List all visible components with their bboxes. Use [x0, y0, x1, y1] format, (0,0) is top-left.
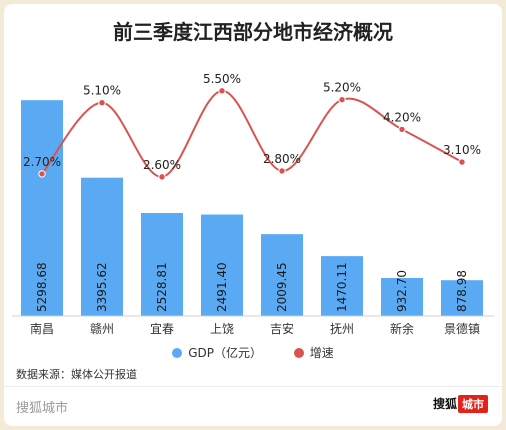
x-tick-label: 宜春	[150, 321, 174, 336]
sohu-logo: 搜狐 城市	[433, 395, 488, 413]
x-tick-label: 吉安	[270, 321, 294, 336]
growth-value-label: 2.80%	[263, 152, 301, 166]
x-tick-label: 抚州	[330, 322, 354, 336]
legend-dot-growth	[293, 348, 304, 358]
chart-legend: GDP（亿元） 增速	[4, 344, 502, 361]
growth-point	[338, 96, 346, 104]
logo-text: 搜狐	[432, 397, 457, 411]
bar	[261, 234, 303, 316]
growth-point	[218, 87, 226, 95]
bar-value-label: 932.70	[395, 270, 409, 312]
legend-item-gdp: GDP（亿元）	[172, 344, 262, 361]
bar	[21, 100, 63, 316]
footer-brand: 搜狐城市	[16, 401, 69, 416]
bar-value-label: 2009.45	[275, 262, 289, 312]
growth-point	[38, 170, 46, 178]
growth-point	[278, 167, 286, 175]
logo-badge: 城市	[458, 395, 488, 413]
chart-title: 前三季度江西部分地市经济概况	[113, 20, 393, 44]
data-source-note: 数据来源：媒体公开报道	[16, 368, 137, 381]
bar-value-label: 3395.62	[95, 262, 109, 312]
bar	[321, 256, 363, 316]
bar-value-label: 2528.81	[155, 262, 169, 312]
x-tick-label: 赣州	[90, 322, 114, 336]
x-tick-label: 上饶	[210, 322, 234, 336]
x-tick-label: 景德镇	[444, 321, 480, 336]
chart-plot: 5298.68 3395.62 2528.81 2491.40 2009.45 1470.…	[12, 72, 494, 336]
growth-value-label: 2.70%	[23, 155, 61, 169]
bar-value-label: 5298.68	[35, 262, 49, 312]
bar-value-label: 878.98	[455, 270, 469, 312]
bar-value-label: 2491.40	[215, 262, 229, 312]
x-tick-label: 南昌	[30, 321, 54, 336]
growth-line	[41, 89, 463, 178]
bar	[201, 214, 243, 316]
bar	[441, 280, 483, 316]
x-tick-label: 新余	[390, 321, 414, 336]
growth-value-label: 5.20%	[323, 81, 361, 95]
chart-card: 前三季度江西部分地市经济概况 5298.68 3395.62 2528.81 2491…	[4, 4, 502, 426]
bar	[381, 278, 423, 316]
footer-divider	[4, 386, 502, 387]
legend-label-growth: 增速	[309, 346, 334, 360]
legend-dot-gdp	[172, 348, 183, 358]
growth-point	[398, 125, 406, 134]
bar	[81, 177, 123, 316]
growth-point	[458, 158, 466, 166]
growth-value-label: 5.10%	[83, 84, 121, 98]
growth-point	[98, 99, 106, 107]
growth-value-label: 2.60%	[143, 158, 181, 172]
growth-value-label: 4.20%	[383, 110, 421, 124]
growth-value-label: 3.10%	[443, 143, 481, 157]
bar-value-label: 1470.11	[335, 262, 349, 312]
growth-value-label: 5.50%	[203, 72, 241, 86]
legend-item-growth: 增速	[293, 344, 334, 361]
bar	[141, 213, 183, 316]
growth-point	[158, 173, 166, 181]
legend-label-gdp: GDP（亿元）	[188, 346, 262, 360]
